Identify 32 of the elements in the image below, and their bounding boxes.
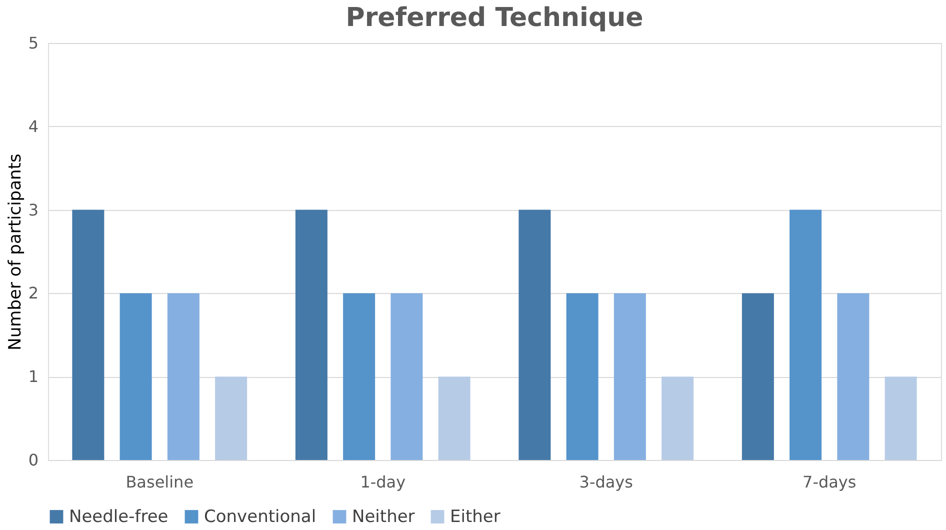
bar xyxy=(120,293,152,460)
bar xyxy=(215,376,248,460)
bar xyxy=(167,293,200,460)
legend-label: Conventional xyxy=(204,506,316,527)
bar xyxy=(662,376,694,460)
legend-label: Neither xyxy=(352,506,415,527)
bar xyxy=(742,293,774,460)
bar xyxy=(518,210,551,460)
bar xyxy=(790,210,822,460)
bar xyxy=(438,376,470,460)
x-tick-label: 3-days xyxy=(579,472,633,492)
bar xyxy=(390,293,423,460)
x-tick-label: Baseline xyxy=(126,472,194,492)
bar xyxy=(72,210,104,460)
chart-title: Preferred Technique xyxy=(346,3,644,33)
bar xyxy=(614,293,646,460)
bar xyxy=(295,210,328,460)
x-tick-label: 7-days xyxy=(802,472,856,492)
y-tick-label: 5 xyxy=(28,34,38,52)
legend-label: Needle-free xyxy=(69,506,168,527)
bar xyxy=(343,293,376,460)
y-axis-title: Number of participants xyxy=(5,154,26,350)
legend-label: Either xyxy=(450,506,500,527)
y-tick-label: 3 xyxy=(28,200,38,220)
y-tick-label: 0 xyxy=(28,450,38,470)
bar xyxy=(884,376,917,460)
x-tick-label: 1-day xyxy=(360,472,406,492)
bar xyxy=(837,293,870,460)
y-tick-label: 2 xyxy=(28,284,38,303)
bar xyxy=(566,293,598,460)
y-tick-label: 4 xyxy=(28,116,38,136)
y-tick-label: 1 xyxy=(28,367,38,386)
